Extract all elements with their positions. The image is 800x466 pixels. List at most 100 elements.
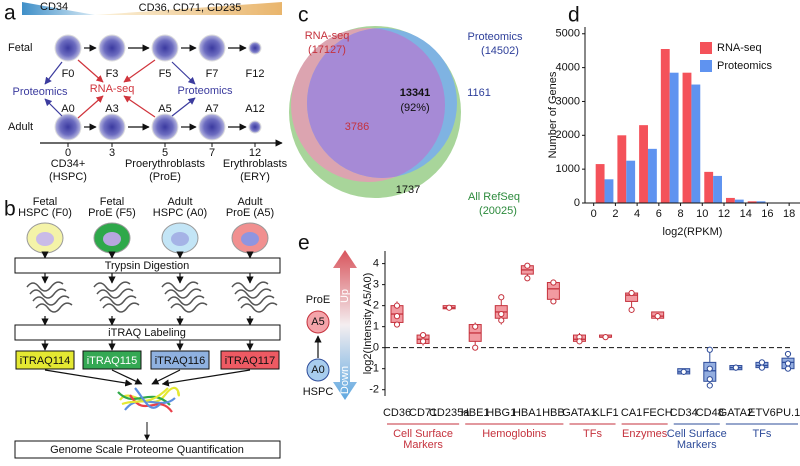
bar <box>704 171 714 203</box>
arrow <box>151 369 181 385</box>
y-tick-label: 4 <box>373 258 379 270</box>
bar <box>647 148 657 203</box>
sample-label: Fetal <box>33 196 57 208</box>
timeline-label: 0 <box>65 147 71 159</box>
arrow <box>111 369 143 385</box>
stage-label: CD34+ <box>51 158 86 170</box>
bar <box>639 125 648 203</box>
step-box <box>14 257 281 274</box>
step-label: Trypsin Digestion <box>105 260 190 272</box>
y-tick-label: 3000 <box>556 95 580 107</box>
x-tick-label: CD34 <box>670 407 698 419</box>
bar <box>691 84 701 203</box>
panel-letter: c <box>298 4 309 27</box>
group-label: Markers <box>677 439 717 451</box>
y-tick-label: 1000 <box>556 163 580 175</box>
point <box>628 306 635 313</box>
x-tick-label: CA1 <box>621 407 642 419</box>
itraq-tag <box>150 350 210 370</box>
stage-label: Proerythroblasts <box>125 158 206 170</box>
cell-label: F7 <box>206 68 219 80</box>
x-tick-label: CD36 <box>383 407 411 419</box>
peptide <box>167 295 205 306</box>
legend-swatch <box>700 60 712 72</box>
y-tick-label: 1 <box>373 321 379 333</box>
x-tick-label: ETV6 <box>748 407 776 419</box>
peptide <box>26 281 64 292</box>
x-tick-label: 10 <box>696 208 708 220</box>
sample-nucleus <box>171 232 189 246</box>
x-tick-label: 4 <box>634 208 640 220</box>
group-label: TFs <box>752 428 771 440</box>
x-tick-label: 14 <box>740 208 752 220</box>
cell-image <box>151 34 179 62</box>
bar <box>626 160 636 203</box>
sample-label: HSPC (A0) <box>153 207 207 219</box>
itraq-label: iTRAQ114 <box>20 355 71 367</box>
cell-image <box>248 120 262 134</box>
marker-label: CD36, CD71, CD235 <box>139 2 242 14</box>
x-tick-label: 8 <box>677 208 683 220</box>
point <box>706 365 713 372</box>
y-axis-title: Number of Genes <box>547 71 559 158</box>
arrow <box>123 95 156 118</box>
y-tick-label: -2 <box>369 384 379 396</box>
region-count: 3786 <box>345 121 369 133</box>
timeline-label: 5 <box>162 147 168 159</box>
venn-overlap <box>307 28 445 178</box>
set-count: (20025) <box>479 205 517 217</box>
sample-label: Adult <box>167 196 192 208</box>
cell-label: F5 <box>159 68 172 80</box>
x-tick-label: KLF1 <box>592 407 618 419</box>
x-tick-label: PU.1 <box>776 407 800 419</box>
peptide <box>240 302 278 313</box>
group-label: Markers <box>403 439 443 451</box>
updown-arrow <box>333 250 357 400</box>
cell-image <box>151 113 179 141</box>
legend-label: Proteomics <box>717 60 773 72</box>
itraq-tag <box>220 350 280 370</box>
bar <box>604 179 614 203</box>
y-tick-label: 2000 <box>556 129 580 141</box>
arrow <box>171 97 196 117</box>
legend-down: Down <box>339 366 351 394</box>
sample-nucleus <box>103 232 121 246</box>
point <box>498 310 505 318</box>
arrow <box>44 98 63 117</box>
cell-image <box>198 113 226 141</box>
arrow <box>123 59 156 83</box>
bar <box>713 175 722 203</box>
bar <box>617 135 627 203</box>
group-label: Enzymes <box>622 428 668 440</box>
peptide <box>29 288 67 299</box>
method-label: RNA-seq <box>90 83 135 95</box>
group-label: Hemoglobins <box>482 428 547 440</box>
point <box>602 334 609 341</box>
panel-letter: e <box>298 232 310 255</box>
x-tick-label: 16 <box>761 208 773 220</box>
result-label: Genome Scale Proteome Quantification <box>50 444 244 456</box>
point <box>732 364 739 371</box>
itraq-label: iTRAQ115 <box>87 355 138 367</box>
point <box>706 346 713 353</box>
y-tick-label: 4000 <box>556 62 580 74</box>
cd34-gradient <box>22 2 95 15</box>
arrow <box>77 59 104 83</box>
x-tick-label: 18 <box>783 208 795 220</box>
x-tick-label: CD71 <box>409 407 437 419</box>
point <box>706 376 713 383</box>
y-tick-label: 0 <box>373 342 379 354</box>
cell-label: A3 <box>105 103 118 115</box>
marker-label: CD34 <box>40 1 68 13</box>
cell-image <box>54 113 82 141</box>
group-label: Cell Surface <box>393 428 453 440</box>
y-tick-label: 3 <box>373 279 379 291</box>
step-box <box>14 324 281 341</box>
peptide <box>32 295 70 306</box>
sample-label: Fetal <box>100 196 124 208</box>
x-tick-label: 0 <box>591 208 597 220</box>
stage-label: (ERY) <box>240 171 270 183</box>
point <box>758 364 766 371</box>
legend-sample <box>306 310 330 334</box>
point <box>446 304 453 311</box>
